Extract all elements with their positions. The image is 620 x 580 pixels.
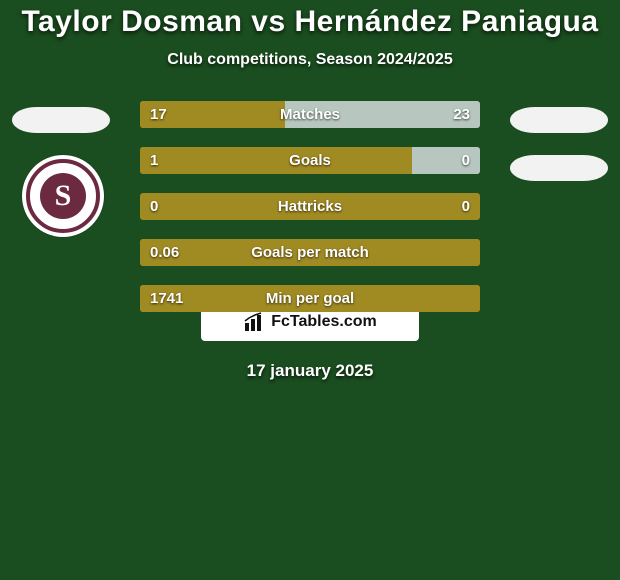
date-label: 17 january 2025 bbox=[0, 361, 620, 381]
stat-label: Goals per match bbox=[140, 239, 480, 266]
stat-value-left: 17 bbox=[150, 101, 167, 128]
stat-label: Min per goal bbox=[140, 285, 480, 312]
stats-panel: Matches1723Goals10Hattricks00Goals per m… bbox=[140, 101, 480, 331]
bar-chart-icon bbox=[243, 311, 265, 333]
country-flag-left-1 bbox=[12, 107, 110, 133]
stat-value-right: 0 bbox=[462, 193, 470, 220]
stat-row: Hattricks0 0 bbox=[140, 193, 480, 220]
left-flags-column: S bbox=[12, 107, 110, 237]
stat-value-left: 1741 bbox=[150, 285, 183, 312]
stat-value-right: 0 bbox=[462, 147, 470, 174]
stat-value-left: 1 bbox=[150, 147, 158, 174]
stat-label: Matches bbox=[140, 101, 480, 128]
stat-row: Goals1 0 bbox=[140, 147, 480, 174]
club-badge-letter: S bbox=[40, 173, 86, 219]
stat-row: Min per goal1741 bbox=[140, 285, 480, 312]
stat-value-left: 0.06 bbox=[150, 239, 179, 266]
country-flag-right-2 bbox=[510, 155, 608, 181]
country-flag-right-1 bbox=[510, 107, 608, 133]
stat-row: Matches17 23 bbox=[140, 101, 480, 128]
stat-row: Goals per match0.06 bbox=[140, 239, 480, 266]
club-badge-left: S bbox=[22, 155, 104, 237]
stat-label: Goals bbox=[140, 147, 480, 174]
page-title: Taylor Dosman vs Hernández Paniagua bbox=[0, 0, 620, 39]
stat-value-right: 23 bbox=[453, 101, 470, 128]
stat-label: Hattricks bbox=[140, 193, 480, 220]
stat-value-left: 0 bbox=[150, 193, 158, 220]
page-subtitle: Club competitions, Season 2024/2025 bbox=[0, 51, 620, 69]
comparison-infographic: Taylor Dosman vs Hernández Paniagua Club… bbox=[0, 0, 620, 580]
right-flags-column bbox=[510, 107, 608, 203]
